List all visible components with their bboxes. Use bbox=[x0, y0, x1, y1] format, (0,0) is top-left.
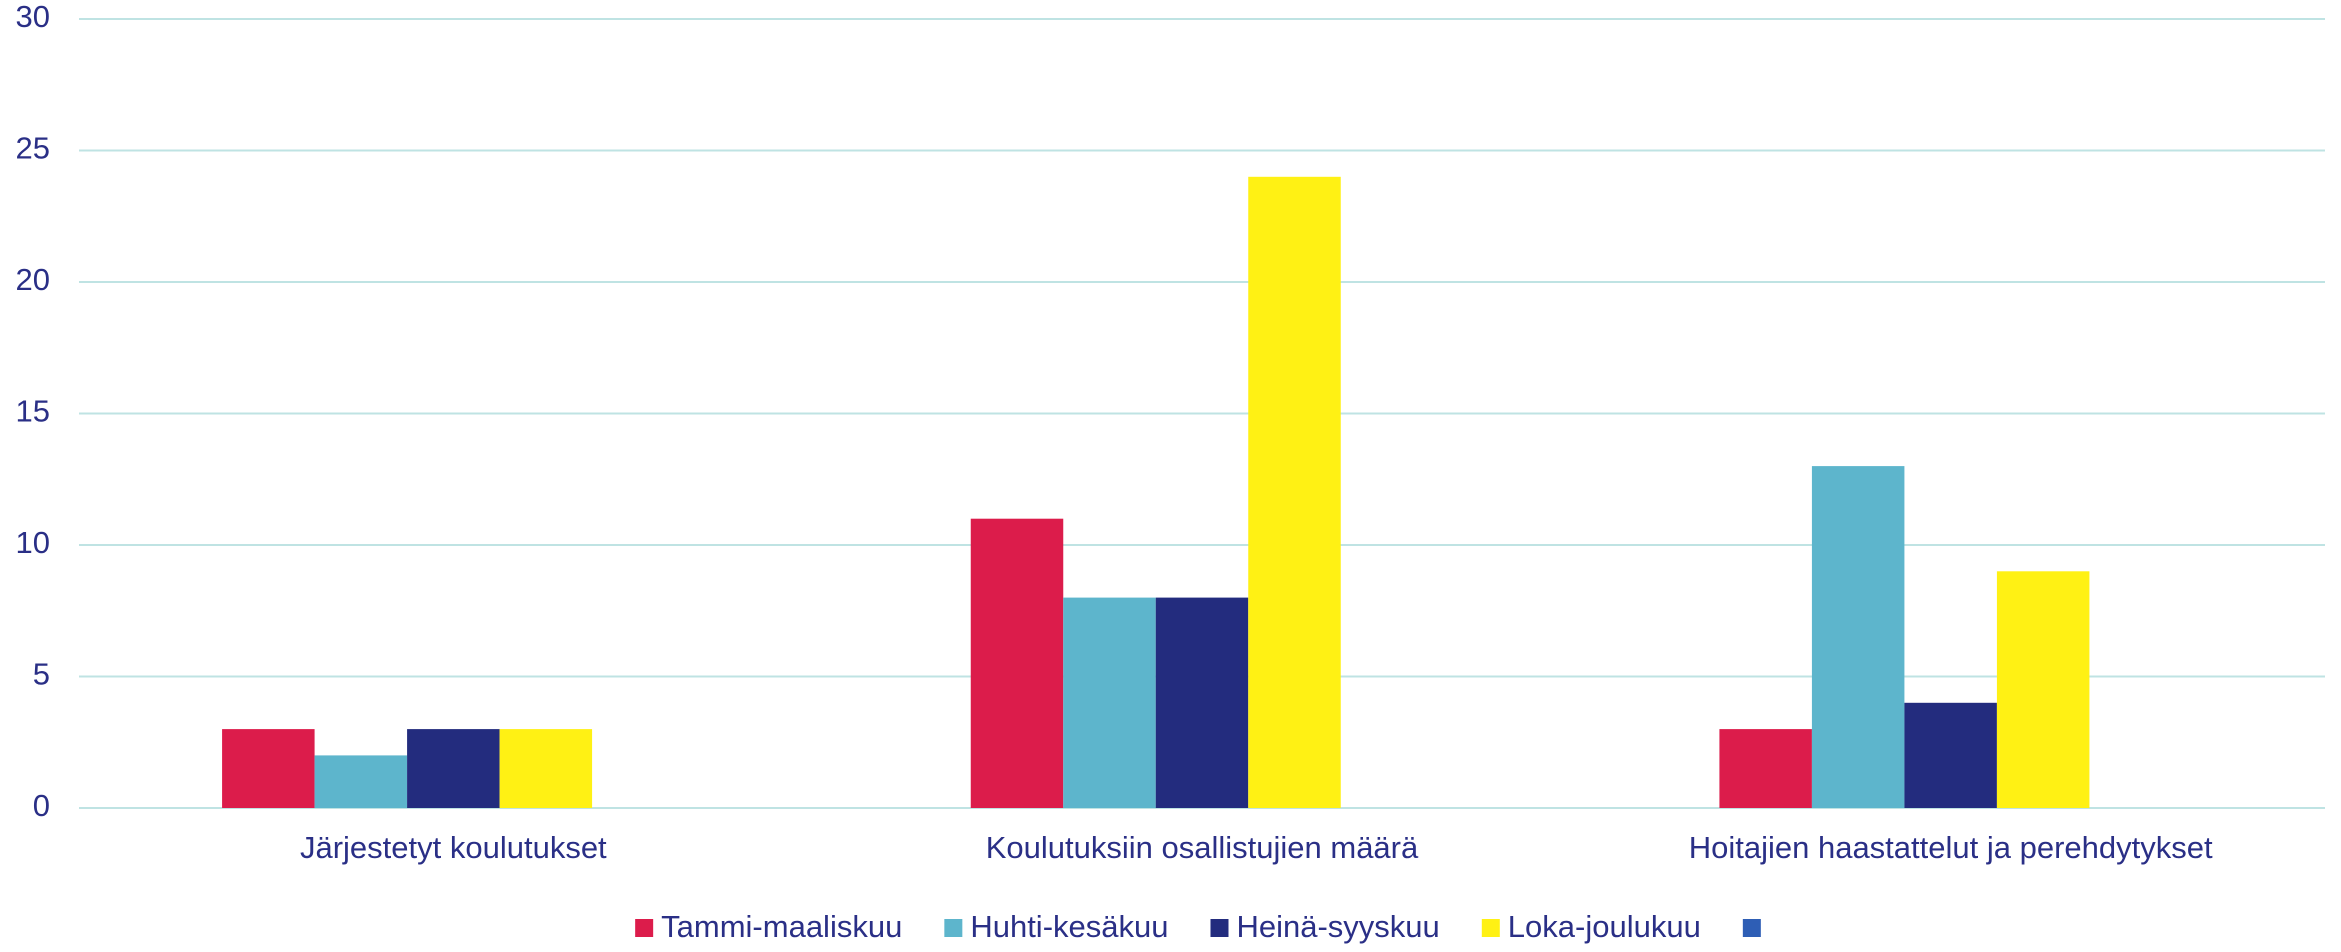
legend-label: Tammi-maaliskuu bbox=[661, 909, 902, 944]
bar bbox=[1719, 729, 1812, 808]
x-tick-label: Hoitajien haastattelut ja perehdytykset bbox=[1689, 830, 2213, 865]
bar bbox=[1248, 176, 1341, 809]
y-tick-label: 0 bbox=[33, 788, 50, 823]
y-tick-label: 10 bbox=[16, 525, 50, 560]
bar bbox=[1904, 702, 1997, 808]
y-tick-label: 30 bbox=[16, 0, 50, 34]
legend-swatch bbox=[1210, 919, 1229, 937]
x-tick-label: Järjestetyt koulutukset bbox=[300, 830, 607, 865]
legend-swatch bbox=[1481, 919, 1500, 937]
bar bbox=[222, 729, 315, 808]
bar bbox=[1811, 466, 1905, 808]
bar bbox=[499, 729, 593, 808]
bar bbox=[314, 755, 408, 808]
legend-label: Heinä-syyskuu bbox=[1236, 909, 1439, 944]
bar bbox=[1155, 597, 1249, 808]
y-tick-label: 15 bbox=[16, 394, 50, 429]
bar bbox=[970, 518, 1064, 808]
legend-swatch bbox=[944, 919, 963, 937]
y-tick-label: 20 bbox=[16, 262, 50, 297]
legend-swatch bbox=[1742, 919, 1761, 937]
bar bbox=[407, 729, 500, 808]
bar bbox=[1996, 571, 2090, 808]
bar bbox=[1063, 597, 1156, 808]
x-tick-label: Koulutuksiin osallistujien määrä bbox=[986, 830, 1419, 865]
legend-label: Huhti-kesäkuu bbox=[970, 909, 1168, 944]
legend-swatch bbox=[635, 919, 654, 937]
legend-label: Loka-joulukuu bbox=[1508, 909, 1701, 944]
y-tick-label: 25 bbox=[16, 131, 50, 166]
y-tick-label: 5 bbox=[33, 657, 50, 692]
